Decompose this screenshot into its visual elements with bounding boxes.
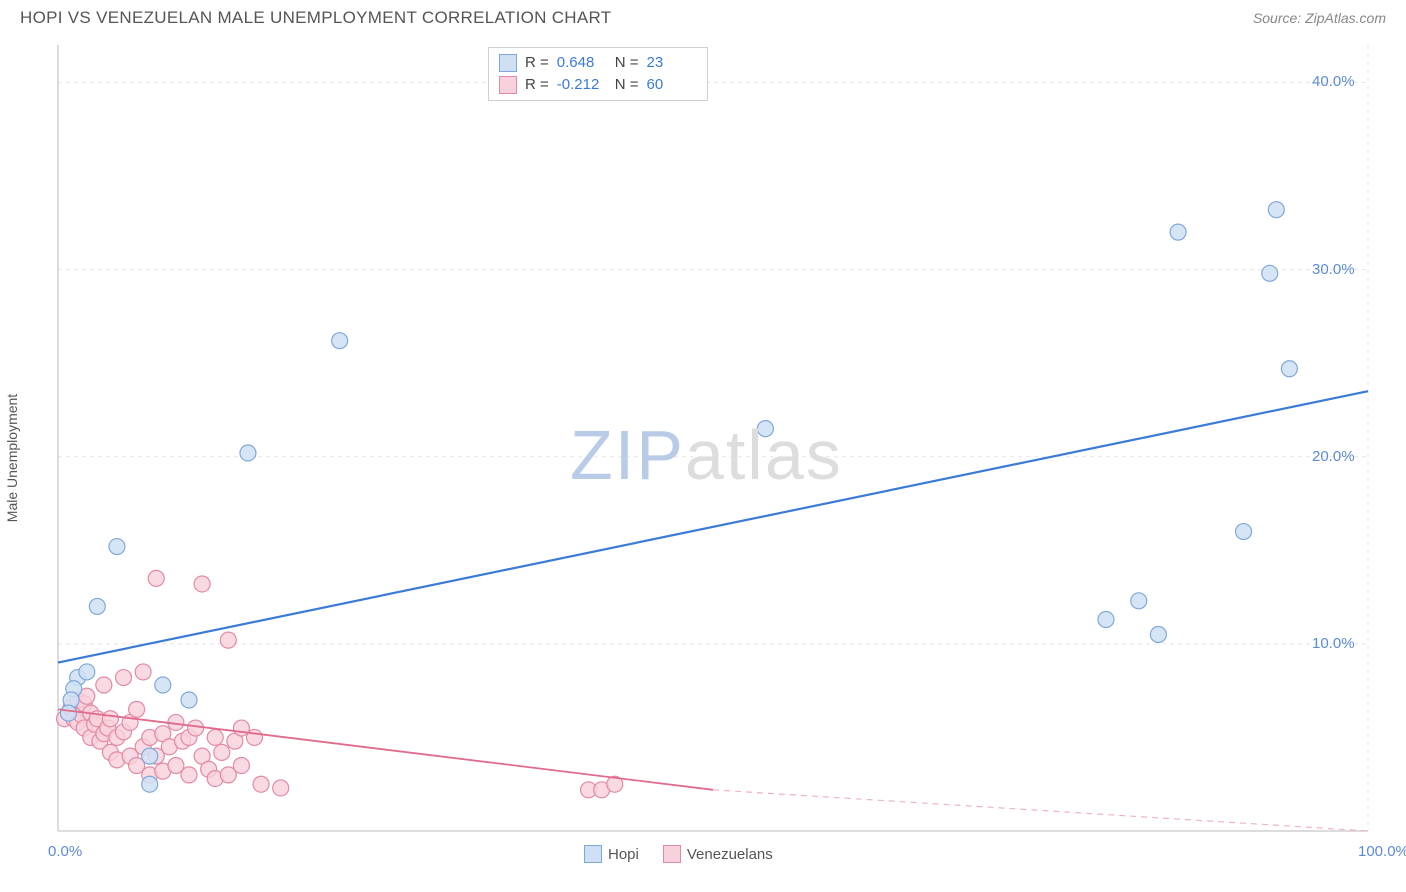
data-point: [1150, 627, 1166, 643]
data-point: [181, 767, 197, 783]
r-label: R =: [525, 74, 549, 96]
data-point: [332, 333, 348, 349]
data-point: [116, 670, 132, 686]
data-point: [207, 729, 223, 745]
data-point: [194, 576, 210, 592]
data-point: [273, 780, 289, 796]
legend-stat-row: R = -0.212 N = 60: [499, 74, 697, 96]
stats-legend: R = 0.648 N = 23 R = -0.212 N = 60: [488, 47, 708, 101]
data-point: [102, 711, 118, 727]
x-tick-label: 100.0%: [1358, 843, 1406, 860]
legend-series-name: Venezuelans: [687, 846, 773, 863]
legend-swatch: [499, 54, 517, 72]
data-point: [1131, 593, 1147, 609]
y-tick-label: 40.0%: [1312, 73, 1355, 90]
y-tick-label: 10.0%: [1312, 635, 1355, 652]
n-label: N =: [615, 52, 639, 74]
n-value: 23: [647, 52, 697, 74]
data-point: [148, 570, 164, 586]
data-point: [188, 720, 204, 736]
legend-stat-row: R = 0.648 N = 23: [499, 52, 697, 74]
legend-series-item: Venezuelans: [663, 845, 773, 863]
data-point: [220, 632, 236, 648]
data-point: [240, 445, 256, 461]
data-point: [1170, 224, 1186, 240]
y-tick-label: 30.0%: [1312, 261, 1355, 278]
data-point: [1268, 202, 1284, 218]
n-label: N =: [615, 74, 639, 96]
data-point: [253, 776, 269, 792]
trend-line-ext: [713, 790, 1368, 831]
data-point: [129, 701, 145, 717]
data-point: [155, 677, 171, 693]
data-point: [135, 664, 151, 680]
data-point: [96, 677, 112, 693]
chart-title: HOPI VS VENEZUELAN MALE UNEMPLOYMENT COR…: [20, 8, 611, 28]
legend-swatch: [584, 845, 602, 863]
legend-swatch: [663, 845, 681, 863]
data-point: [214, 744, 230, 760]
data-point: [1098, 612, 1114, 628]
r-value: -0.212: [557, 74, 607, 96]
legend-series-item: Hopi: [584, 845, 639, 863]
data-point: [1236, 524, 1252, 540]
legend-swatch: [499, 76, 517, 94]
data-point: [757, 421, 773, 437]
data-point: [79, 664, 95, 680]
x-tick-label: 0.0%: [48, 843, 82, 860]
data-point: [233, 758, 249, 774]
chart-container: Male Unemployment ZIPatlas R = 0.648 N =…: [20, 45, 1388, 871]
n-value: 60: [647, 74, 697, 96]
data-point: [109, 539, 125, 555]
data-point: [1262, 265, 1278, 281]
data-point: [142, 776, 158, 792]
source-label: Source: ZipAtlas.com: [1253, 10, 1386, 26]
data-point: [142, 748, 158, 764]
series-legend: Hopi Venezuelans: [584, 845, 773, 863]
data-point: [247, 729, 263, 745]
scatter-plot: [20, 45, 1388, 871]
legend-series-name: Hopi: [608, 846, 639, 863]
data-point: [60, 705, 76, 721]
trend-line: [58, 391, 1368, 662]
data-point: [181, 692, 197, 708]
r-label: R =: [525, 52, 549, 74]
data-point: [89, 598, 105, 614]
y-axis-label: Male Unemployment: [4, 394, 20, 522]
r-value: 0.648: [557, 52, 607, 74]
y-tick-label: 20.0%: [1312, 448, 1355, 465]
data-point: [1281, 361, 1297, 377]
